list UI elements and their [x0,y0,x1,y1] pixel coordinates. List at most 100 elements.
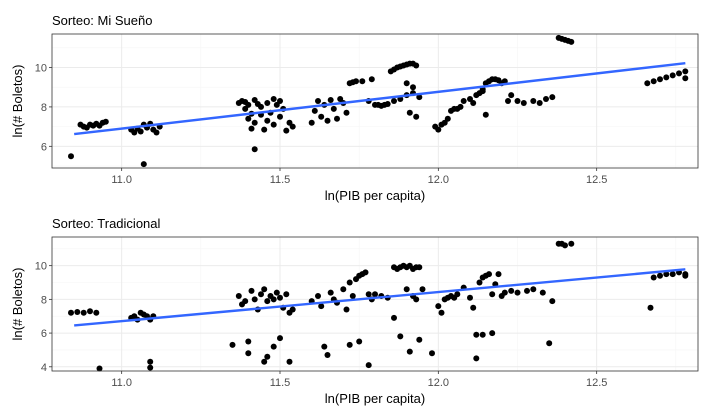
data-point [286,358,293,365]
data-point [568,38,575,45]
data-point [644,80,651,87]
data-point [657,272,663,279]
data-point [346,341,353,348]
data-point [315,293,321,299]
data-point [68,153,74,160]
data-point [676,70,682,77]
data-point [429,350,435,357]
data-point [549,94,556,101]
data-point [327,289,334,296]
data-point [87,308,93,315]
data-point [543,96,549,102]
data-point [261,358,268,365]
data-point [80,309,87,316]
plot-area [51,236,699,372]
x-tick-label: 11.5 [270,174,291,186]
data-point [330,105,337,112]
data-point [413,296,420,303]
data-point [479,331,486,338]
x-tick-label: 11.0 [111,174,132,186]
data-point [289,306,296,313]
data-point [416,336,423,343]
data-point [277,294,283,301]
data-point [650,274,657,281]
x-tick-label: 12.0 [428,377,449,389]
data-point [346,279,353,286]
data-point [473,331,480,338]
data-point [321,343,328,350]
data-point [457,103,464,110]
data-point [520,100,527,106]
data-point [530,286,537,293]
data-point [470,304,477,311]
data-point [403,286,410,293]
data-point [270,121,277,128]
data-point [416,264,423,271]
data-point [264,298,271,305]
y-tick-label: 10 [35,261,47,273]
y-tick-label: 6 [41,141,47,153]
data-point [315,98,321,104]
data-point [410,84,416,91]
data-point [353,78,359,85]
data-point [248,287,255,294]
data-point [96,365,103,372]
data-point [476,279,483,286]
data-point [349,293,356,299]
data-point [261,286,268,293]
data-point [397,333,404,340]
data-point [368,76,375,83]
x-tick-label: 12.5 [586,174,607,186]
data-point [242,99,249,105]
trend-line [74,61,686,136]
plot-area [51,33,699,169]
data-point [495,271,502,278]
y-axis-label: ln(# Boletos) [10,268,25,341]
data-point [435,126,442,133]
data-point [318,303,325,310]
y-tick-label: 8 [41,294,47,306]
data-point [650,78,657,85]
grid [52,34,698,168]
data-point [539,289,546,296]
data-point [444,115,451,122]
data-point [391,98,397,104]
data-point [356,338,363,345]
x-axis-label: ln(PIB per capita) [325,391,425,406]
data-point [343,109,350,116]
data-point [327,97,334,103]
data-point [669,271,676,278]
data-point [536,100,543,106]
data-point [283,127,290,134]
data-point [270,96,277,102]
data-point [530,98,537,104]
data-point [514,98,521,104]
data-point [229,341,236,348]
data-point [486,271,492,278]
data-point [669,72,676,79]
data-point [663,271,670,278]
data-point [251,296,258,303]
data-point [438,309,445,316]
x-tick-label: 12.0 [428,174,449,186]
data-points [68,34,689,168]
data-point [406,348,413,355]
data-point [365,362,372,369]
data-point [406,109,413,116]
data-point [245,350,252,357]
data-point [102,118,109,125]
data-point [251,146,258,153]
data-point [283,291,290,298]
data-point [549,298,556,305]
data-point [324,117,331,124]
y-tick-label: 8 [41,102,47,114]
data-point [546,340,553,347]
data-point [508,287,515,294]
data-point [467,96,473,102]
panel-title: Sorteo: Mi Sueño [52,13,152,28]
x-tick-label: 11.0 [111,377,132,389]
data-point [482,111,489,118]
data-point [403,80,410,87]
data-point [261,126,268,133]
